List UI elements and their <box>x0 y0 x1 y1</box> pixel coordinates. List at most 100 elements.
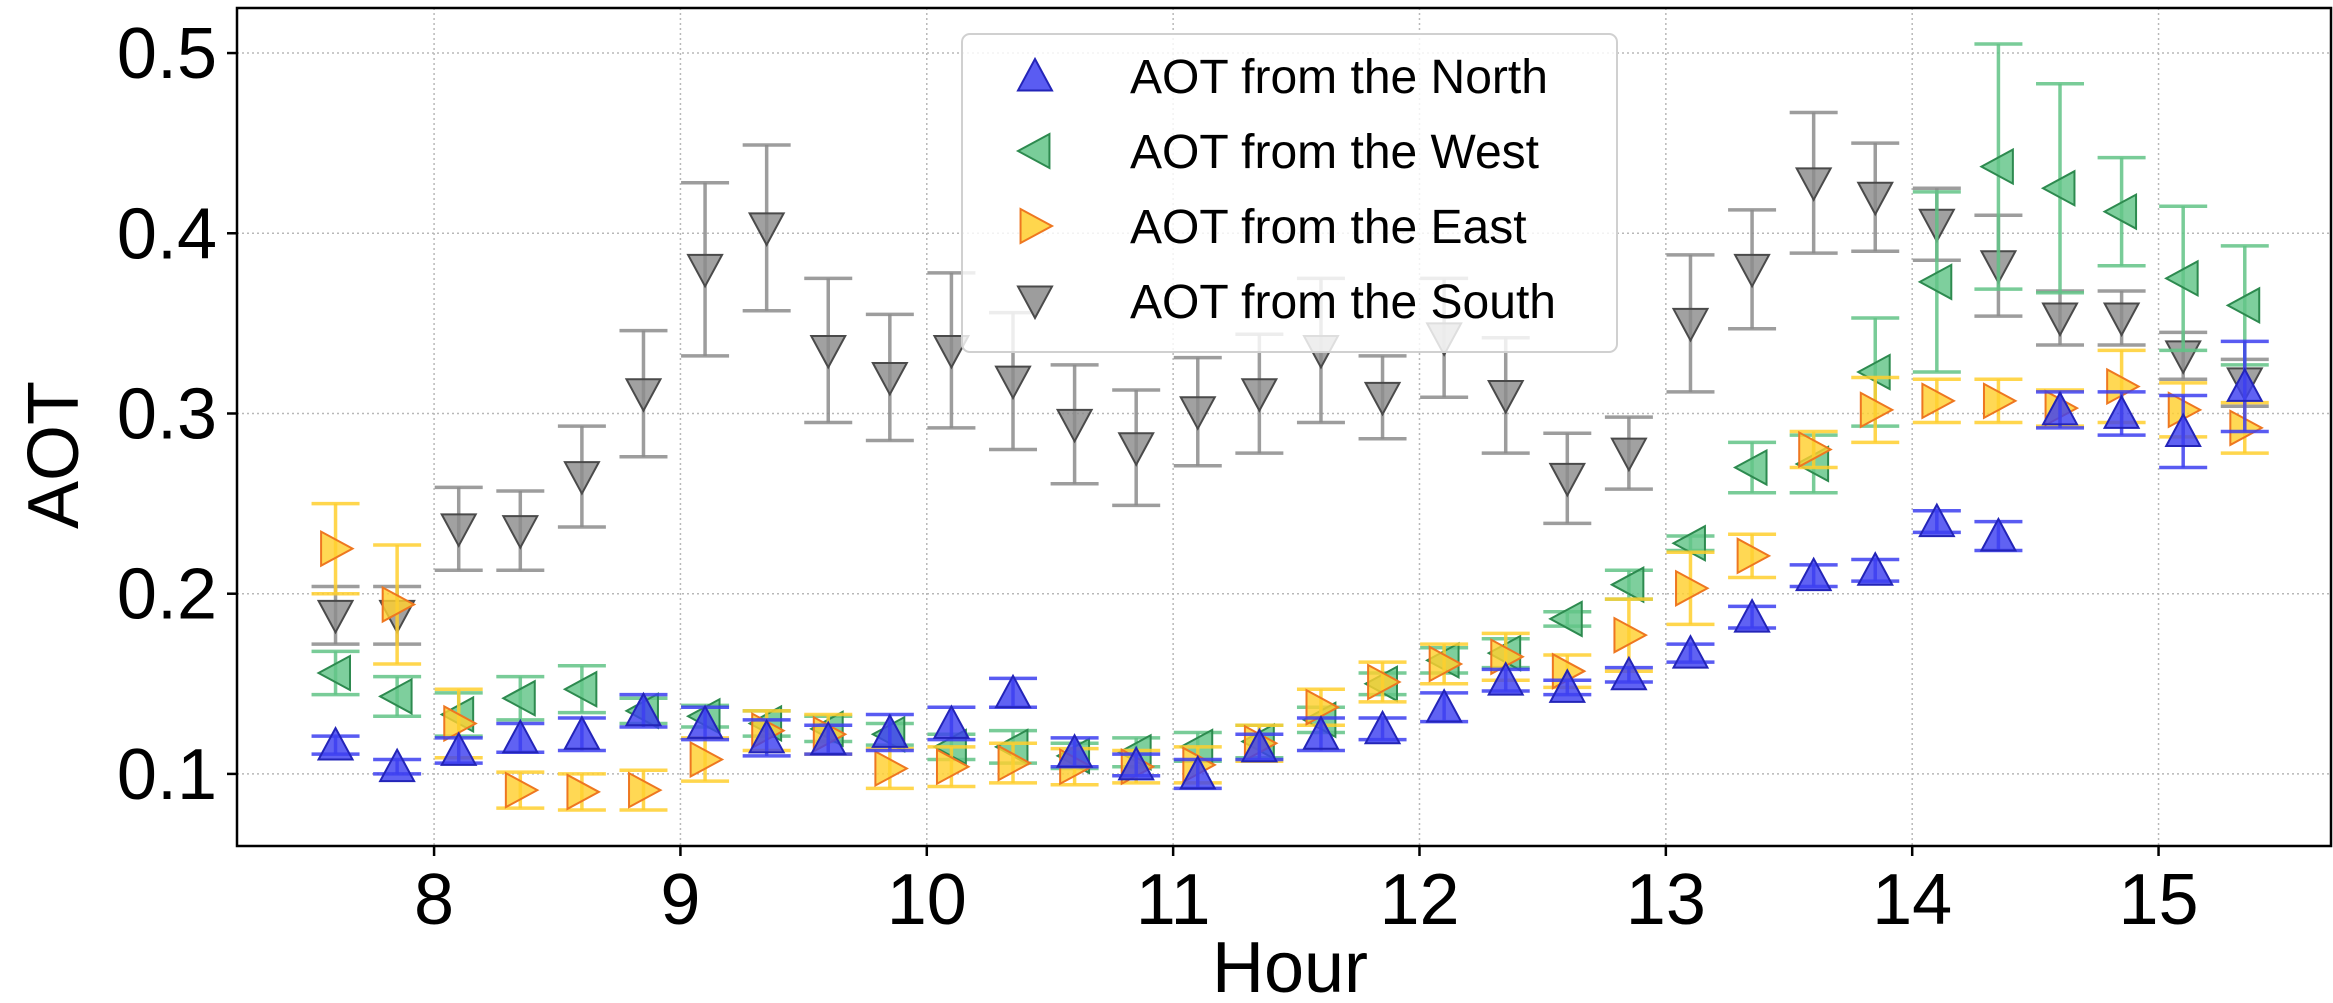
x-tick-label: 13 <box>1626 860 1706 940</box>
data-point <box>501 515 539 550</box>
data-point <box>932 334 971 370</box>
data-point <box>316 599 355 635</box>
data-point <box>1179 754 1217 790</box>
data-point <box>997 744 1033 782</box>
data-point <box>809 334 847 370</box>
data-point <box>1428 645 1464 683</box>
data-point <box>2164 259 2199 298</box>
legend-marker <box>1019 207 1055 245</box>
data-point <box>563 461 601 496</box>
data-point <box>1610 655 1648 691</box>
series-aot-from-the-east <box>311 348 2269 812</box>
data-point <box>1979 516 2018 552</box>
data-point <box>686 704 724 739</box>
data-point <box>1671 307 1710 343</box>
y-tick-label: 0.2 <box>117 555 217 635</box>
legend: AOT from the North AOT from the West AOT f… <box>961 33 1618 353</box>
data-point <box>504 771 540 809</box>
data-point <box>320 529 355 568</box>
data-point <box>443 704 478 743</box>
data-point <box>440 513 478 548</box>
data-point <box>562 670 598 708</box>
y-tick-label: 0.4 <box>117 194 217 274</box>
data-point <box>747 212 786 247</box>
data-point <box>1675 569 1710 607</box>
data-point <box>874 749 909 788</box>
data-point <box>1609 566 1645 604</box>
data-point <box>1055 408 1094 444</box>
data-point <box>747 718 786 754</box>
data-point <box>1548 462 1586 498</box>
data-point <box>2225 286 2261 325</box>
data-point <box>1117 432 1155 467</box>
data-point <box>1117 745 1155 781</box>
data-point <box>624 691 663 727</box>
x-tick-label: 12 <box>1379 860 1459 940</box>
x-axis-title: Hour <box>1212 928 1368 1003</box>
legend-label: AOT from the West <box>1130 126 1539 179</box>
legend-marker <box>1016 56 1054 92</box>
data-point <box>2164 412 2202 447</box>
x-tick-label: 8 <box>414 860 454 940</box>
data-point <box>1979 147 2014 186</box>
data-point <box>1918 502 1956 538</box>
data-point <box>1179 396 1217 431</box>
y-axis-title: AOT <box>14 381 94 529</box>
data-point <box>1613 616 1648 654</box>
data-point <box>1487 380 1525 415</box>
x-tick-label: 15 <box>2119 860 2199 940</box>
data-point <box>2041 390 2079 426</box>
data-point <box>1733 253 1771 289</box>
data-point <box>2102 394 2141 429</box>
data-point <box>1610 437 1648 473</box>
data-point <box>1798 430 1833 469</box>
data-point <box>2040 169 2076 207</box>
data-point <box>1736 537 1772 575</box>
data-point <box>1671 634 1710 669</box>
data-point <box>686 253 724 289</box>
legend-label: AOT from the East <box>1130 201 1527 254</box>
data-point <box>2041 302 2079 338</box>
data-point <box>563 715 601 750</box>
legend-label: AOT from the North <box>1130 51 1548 104</box>
data-point <box>566 773 601 811</box>
data-point <box>1856 181 1894 217</box>
data-point <box>1487 661 1525 696</box>
x-tick-label: 9 <box>660 860 700 940</box>
data-point <box>316 654 351 692</box>
data-point <box>1305 688 1341 726</box>
data-point <box>2102 192 2138 231</box>
data-point <box>1733 598 1771 633</box>
data-point <box>501 679 536 717</box>
data-point <box>1794 167 1833 202</box>
plot-frame <box>235 6 2333 848</box>
data-point <box>689 740 725 779</box>
data-point <box>1548 600 1583 638</box>
data-point <box>1921 382 1956 420</box>
data-point <box>378 747 416 783</box>
data-point <box>1732 448 1768 487</box>
data-point <box>1548 668 1586 703</box>
chart-marks <box>311 42 2269 812</box>
data-point <box>2226 367 2264 402</box>
data-point <box>1240 378 1279 413</box>
data-point <box>871 713 909 748</box>
y-tick-label: 0.3 <box>117 374 217 454</box>
data-point <box>994 673 1032 709</box>
data-point <box>628 771 663 809</box>
y-tick-label: 0.1 <box>117 735 217 815</box>
data-point <box>316 725 355 761</box>
data-point <box>440 731 478 766</box>
data-point <box>1055 733 1094 768</box>
data-point <box>378 677 413 716</box>
data-point <box>1917 263 1953 301</box>
data-point <box>1363 709 1402 745</box>
data-point <box>1859 391 1895 429</box>
data-point <box>2102 302 2141 338</box>
data-point <box>624 378 663 413</box>
data-point <box>1982 382 2018 420</box>
data-point <box>935 748 971 786</box>
data-point <box>994 365 1032 401</box>
legend-marker <box>1015 132 1051 170</box>
